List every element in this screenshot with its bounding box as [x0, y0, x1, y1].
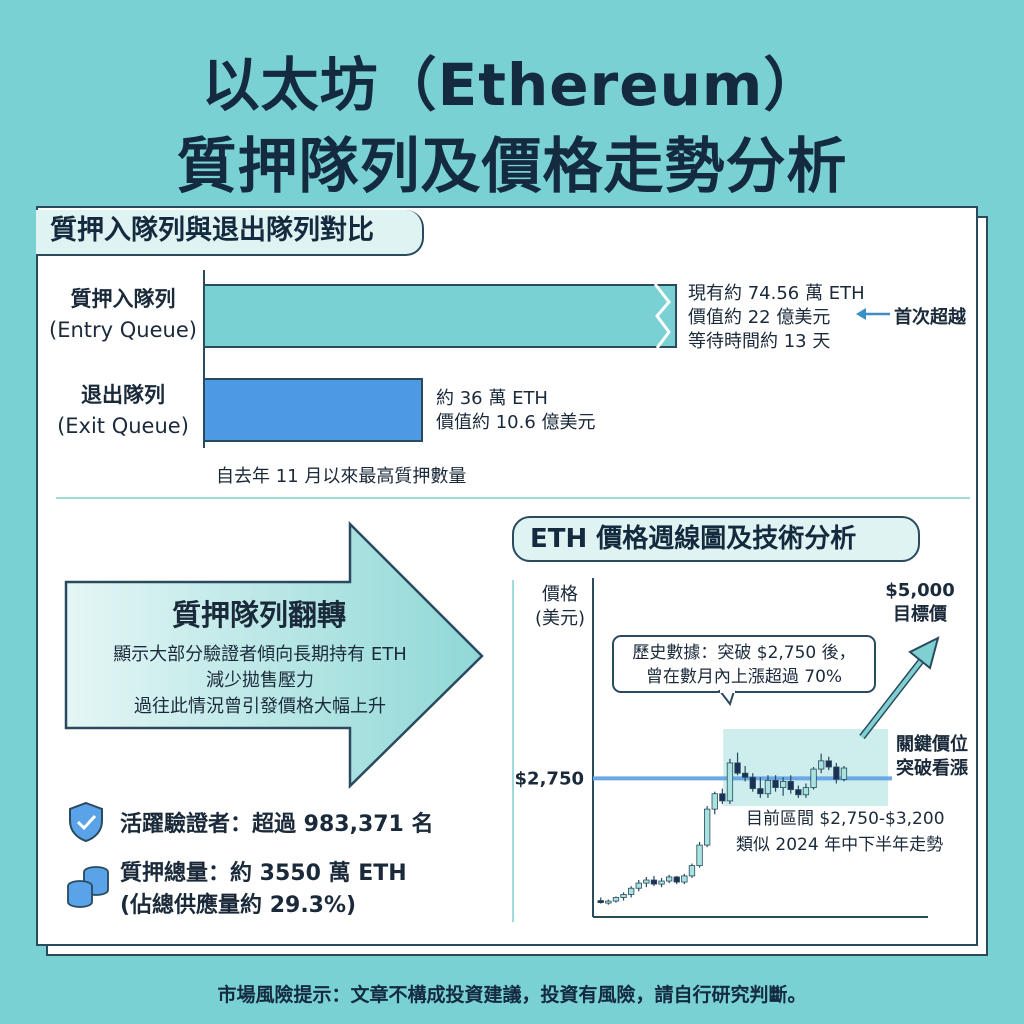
candle-body: [749, 776, 756, 789]
callout-line1: 歷史數據：突破 $2,750 後，: [632, 643, 855, 663]
candle-body: [703, 808, 711, 846]
entry-queue-label: 質押入隊列 (Entry Queue): [48, 284, 198, 346]
candle-body: [696, 844, 703, 867]
candle-body: [833, 766, 840, 780]
candle-body: [719, 793, 726, 802]
candle-body: [711, 793, 718, 810]
history-callout: 歷史數據：突破 $2,750 後， 曾在數月內上漲超過 70%: [612, 635, 876, 707]
page-title-line1: 以太坊（Ethereum）: [201, 51, 823, 119]
reversal-line-3: 過往此情況曾引發價格大幅上升: [134, 696, 386, 717]
reversal-title: 質押隊列翻轉: [171, 598, 346, 632]
target-arrow-icon: [859, 636, 940, 740]
entry-queue-info: 現有約 74.56 萬 ETH 價值約 22 億美元 等待時間約 13 天: [688, 282, 865, 354]
range-text-line2: 類似 2024 年中下半年走勢: [736, 835, 943, 855]
candle-body: [810, 768, 817, 788]
exit-queue-label-en: (Exit Queue): [57, 414, 189, 438]
key-text-line2: 突破看漲: [896, 757, 969, 779]
exit-queue-label-zh: 退出隊列: [81, 383, 165, 407]
candle-body: [726, 762, 734, 802]
entry-info-amount: 現有約 74.56 萬 ETH: [688, 283, 865, 304]
first-exceed-arrow-icon: [856, 308, 890, 320]
exit-queue-info: 約 36 萬 ETH 價值約 10.6 億美元: [436, 387, 596, 435]
key-level-label: $2,750: [515, 768, 584, 789]
total-staked-line2: (佔總供應量約 29.3%): [120, 893, 357, 918]
queue-bar-axis: [203, 270, 205, 448]
reversal-line-1: 顯示大部分驗證者傾向長期持有 ETH: [113, 644, 407, 665]
total-staked-stat: 質押總量：約 3550 萬 ETH (佔總供應量約 29.3%): [120, 858, 407, 922]
page-title-line2: 質押隊列及價格走勢分析: [176, 132, 848, 202]
queue-footnote: 自去年 11 月以來最高質押數量: [216, 466, 467, 487]
candle-body: [643, 879, 650, 884]
y-axis-label-line2: (美元): [535, 608, 585, 629]
reversal-line-2: 減少拋售壓力: [206, 670, 314, 691]
target-price: $5,000: [885, 580, 954, 601]
active-validators-text: 活躍驗證者：超過 983,371 名: [120, 812, 434, 837]
coin-stack-icon: [67, 866, 109, 908]
candle-body: [741, 772, 749, 778]
bar-break-mark: [653, 284, 671, 348]
chart-section-heading: ETH 價格週線圖及技術分析: [512, 516, 920, 562]
target-label: 目標價: [893, 603, 948, 625]
candle-body: [764, 779, 772, 795]
y-axis-label-line1: 價格: [542, 584, 578, 605]
candle-body: [605, 900, 612, 904]
candle-body: [597, 900, 604, 904]
risk-disclaimer: 市場風險提示：文章不構成投資建議，投資有風險，請自行研究判斷。: [217, 984, 807, 1006]
queue-section-heading: 質押入隊列與退出隊列對比: [36, 210, 424, 256]
range-text-line1: 目前區間 $2,750-$3,200: [746, 809, 945, 829]
entry-queue-bar: [205, 284, 677, 348]
entry-queue-label-en: (Entry Queue): [49, 318, 197, 342]
candle-body: [734, 762, 741, 774]
candle-body: [681, 875, 688, 883]
candle-body: [817, 760, 825, 770]
candle-body: [650, 879, 658, 885]
candle-body: [620, 893, 627, 898]
total-staked-line1: 質押總量：約 3550 萬 ETH: [120, 861, 407, 886]
active-validators-stat: 活躍驗證者：超過 983,371 名: [120, 806, 434, 838]
reversal-body: 顯示大部分驗證者傾向長期持有 ETH 減少拋售壓力 過往此情況曾引發價格大幅上升: [70, 642, 450, 720]
candle-body: [802, 787, 810, 796]
candle-body: [627, 887, 635, 895]
section-divider: [56, 497, 970, 499]
candle-body: [658, 880, 665, 885]
eth-weekly-chart: 價格 (美元) $2,750 $5,000 目標價 歷史數據：突破 $2,750…: [515, 578, 969, 918]
candle-body: [825, 760, 832, 768]
key-text-line1: 關鍵價位: [896, 733, 968, 755]
candle-body: [635, 882, 642, 889]
candle-body: [673, 876, 680, 883]
left-panel-border: [512, 580, 514, 922]
candle-body: [688, 865, 696, 877]
exit-queue-label: 退出隊列 (Exit Queue): [52, 380, 194, 442]
entry-info-wait: 等待時間約 13 天: [688, 331, 831, 352]
callout-line2: 曾在數月內上漲超過 70%: [646, 667, 842, 687]
exit-queue-bar: [205, 378, 423, 442]
candle-body: [612, 897, 620, 902]
candle-body: [665, 876, 673, 882]
exit-info-amount: 約 36 萬 ETH: [436, 388, 548, 409]
candle-body: [779, 780, 787, 788]
candles-group: [597, 752, 848, 905]
candle-body: [772, 779, 779, 788]
entry-info-value: 價值約 22 億美元: [688, 307, 831, 328]
candle-body: [795, 789, 802, 796]
candle-body: [757, 788, 764, 795]
shield-check-icon: [69, 801, 103, 843]
first-exceed-label: 首次超越: [894, 307, 966, 328]
candle-body: [787, 780, 794, 791]
exit-info-value: 價值約 10.6 億美元: [436, 412, 596, 433]
entry-queue-label-zh: 質押入隊列: [70, 287, 176, 311]
candle-body: [840, 767, 848, 780]
reversal-big-arrow-icon: [64, 520, 484, 789]
